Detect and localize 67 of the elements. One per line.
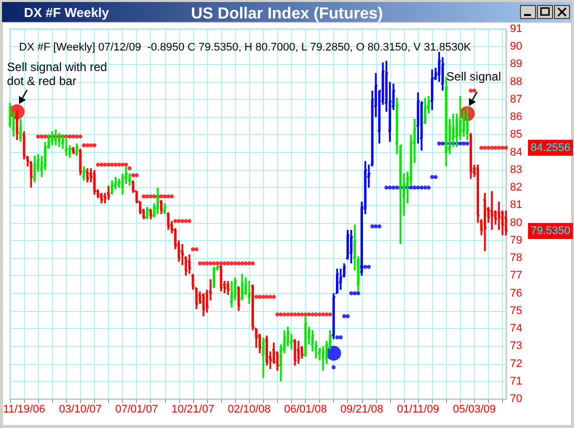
- text: 84.2556: [530, 142, 570, 154]
- x-tick-label: 09/21/08: [340, 404, 384, 416]
- point: [394, 186, 399, 190]
- x-tick-label: 07/01/07: [115, 404, 158, 416]
- y-tick-label: 70: [510, 393, 522, 405]
- y-tick-label: 90: [510, 40, 522, 53]
- point: [370, 224, 374, 228]
- point: [384, 186, 388, 190]
- y-tick-label: 71: [510, 375, 522, 388]
- point: [458, 142, 462, 146]
- y-tick-label: 79: [510, 234, 522, 246]
- x-tick-label: 06/01/08: [284, 404, 327, 416]
- annotation: Sell signal with red dot & red bar: [7, 60, 110, 88]
- point: [420, 186, 424, 190]
- point: [440, 142, 445, 146]
- point: [434, 175, 438, 179]
- y-tick-label: 84: [510, 146, 522, 158]
- point: [412, 186, 417, 190]
- point: [332, 365, 336, 370]
- x-tick-label: 11/19/06: [3, 404, 46, 416]
- point: [465, 142, 470, 146]
- y-tick-label: 81: [510, 199, 522, 212]
- y-tick-label: 88: [510, 76, 522, 88]
- point: [349, 291, 354, 296]
- annotation: Sell signal: [446, 70, 502, 84]
- y-tick-label: 87: [510, 93, 522, 106]
- y-tick-label: 91: [510, 23, 522, 35]
- x-tick-label: 10/21/07: [172, 404, 214, 416]
- point: [342, 314, 346, 318]
- point: [366, 264, 371, 269]
- point: [374, 224, 378, 228]
- point: [423, 186, 428, 190]
- y-tick-label: 74: [510, 322, 522, 335]
- chart-title: US Dollar Index (Futures): [190, 6, 384, 22]
- point: [377, 224, 382, 228]
- text: 79.5350: [530, 225, 570, 237]
- point: [352, 291, 357, 296]
- point: [335, 335, 340, 340]
- y-tick-label: 78: [510, 252, 522, 264]
- y-tick-label: 85: [510, 128, 522, 141]
- point: [437, 142, 442, 146]
- point: [356, 291, 360, 296]
- point: [426, 186, 431, 190]
- y-tick-label: 83: [510, 164, 522, 176]
- y-tick-label: 89: [510, 58, 522, 70]
- y-tick-label: 80: [510, 216, 522, 229]
- x-tick-label: 02/10/08: [228, 404, 271, 416]
- y-tick-label: 77: [510, 270, 522, 282]
- y-tick-label: 86: [510, 111, 522, 124]
- point: [338, 335, 343, 340]
- y-tick-label: 82: [510, 182, 522, 194]
- x-tick-label: 01/11/09: [397, 404, 440, 416]
- point: [462, 142, 466, 146]
- point: [430, 175, 434, 179]
- point: [391, 186, 396, 190]
- text: DX #F [Weekly] 07/12/09 -0.8950 C 79.5350, H 80.7000, L 79.2850, O 80.3150, V 31.8530K: [19, 42, 472, 54]
- y-tick-label: 73: [510, 340, 522, 352]
- point: [388, 186, 392, 190]
- text: DX #F Weekly: [24, 5, 110, 20]
- point: [363, 264, 368, 269]
- y-tick-label: 76: [510, 287, 522, 300]
- x-tick-label: 05/03/09: [452, 404, 496, 416]
- x-tick-label: 03/10/07: [58, 404, 102, 416]
- point: [346, 314, 350, 318]
- y-tick-label: 75: [510, 304, 522, 317]
- point: [416, 186, 420, 190]
- y-tick-label: 72: [510, 358, 522, 370]
